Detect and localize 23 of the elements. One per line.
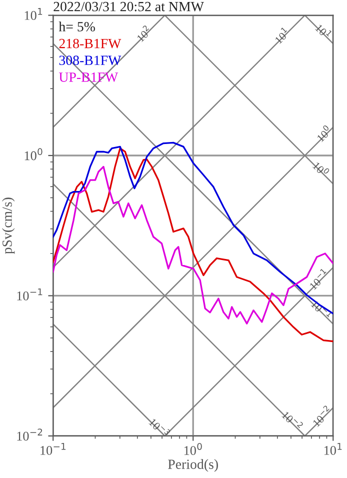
y-tick-label: 10$^{−2}$: [17, 428, 42, 441]
y-axis-title: pSv(cm/s): [2, 198, 15, 254]
x-tick-label: 10$^{−1}$: [40, 442, 66, 455]
annotation: 10$^{1}$: [314, 22, 332, 40]
annotation: 10$^{−3}$: [148, 416, 171, 438]
x-axis-title: Period(s): [168, 459, 218, 472]
annotation: 10$^{−1}$: [307, 268, 330, 290]
text: UP-B1FW: [58, 72, 118, 82]
annotation: 10$^{−2}$: [282, 409, 304, 432]
annotation: 10$^{0}$: [312, 160, 330, 178]
annotation: 10$^{2}$: [134, 24, 152, 42]
x-tick-label: 10$^{0}$: [184, 442, 202, 456]
annotation: h= 5%: [58, 22, 95, 32]
text: 308-B1FW: [59, 56, 122, 66]
chart-title: 2022/03/31 20:52 at NMW: [54, 2, 204, 12]
y-tick-label: 10$^{−1}$: [17, 288, 42, 300]
x-tick-label: 10$^{1}$: [324, 442, 342, 455]
y-tick-label: 10$^{0}$: [24, 148, 42, 160]
annotation: 10$^{1}$: [272, 26, 290, 44]
annotation: 10$^{−2}$: [310, 405, 333, 428]
text: 218-B1FW: [59, 38, 122, 48]
y-tick-label: 10$^{1}$: [24, 8, 42, 20]
annotation: 10$^{0}$: [314, 124, 332, 142]
